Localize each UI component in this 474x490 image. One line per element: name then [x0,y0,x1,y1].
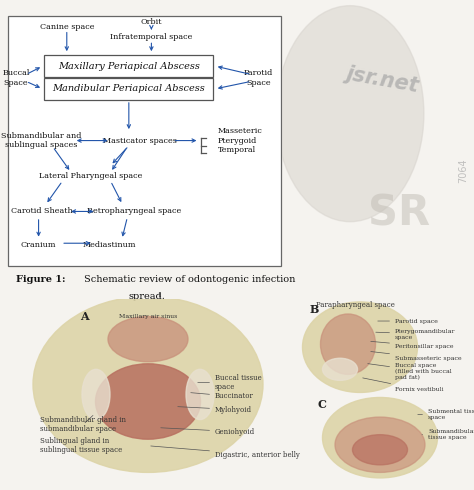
Ellipse shape [82,369,110,419]
Ellipse shape [335,417,425,472]
Text: Pterygomandibular
space: Pterygomandibular space [376,329,456,340]
Text: Infratemporal space: Infratemporal space [110,33,192,41]
Text: Geniohyoid: Geniohyoid [161,428,255,436]
Text: 1: 1 [157,293,161,298]
Text: Fornix vestibuli: Fornix vestibuli [363,378,444,392]
Text: Peritonsillar space: Peritonsillar space [371,342,454,349]
Text: Mediastinum: Mediastinum [82,241,136,249]
Ellipse shape [353,435,408,465]
Ellipse shape [95,364,201,439]
Text: Buccal tissue
space: Buccal tissue space [198,374,262,391]
Text: Lateral Pharyngeal space: Lateral Pharyngeal space [39,172,143,180]
Text: Masticator spaces: Masticator spaces [103,137,177,145]
Text: Submandibular gland in
submandibular space: Submandibular gland in submandibular spa… [40,416,126,433]
Text: Buccal
Space: Buccal Space [2,69,30,87]
Text: 7064: 7064 [458,158,468,183]
Text: SR: SR [367,192,430,234]
Ellipse shape [108,317,188,362]
Text: Submental tissue
space: Submental tissue space [418,409,474,420]
Text: Buccal space
(filled with buccal
pad fat): Buccal space (filled with buccal pad fat… [368,363,452,380]
Text: Digastric, anterior belly: Digastric, anterior belly [151,446,300,459]
Text: C: C [318,399,327,411]
Text: Mylohyoid: Mylohyoid [178,406,252,414]
Text: Parotid space: Parotid space [378,318,438,323]
Text: Submandibular and
sublingual spaces: Submandibular and sublingual spaces [1,132,82,149]
Text: Maxillary air sinus: Maxillary air sinus [119,314,177,319]
FancyBboxPatch shape [44,55,213,77]
Ellipse shape [302,302,418,392]
Text: Cranium: Cranium [21,241,56,249]
Ellipse shape [320,314,375,374]
Text: Parotid
Space: Parotid Space [244,69,273,87]
Text: Figure 1:: Figure 1: [16,274,65,284]
Text: Schematic review of odontogenic infection: Schematic review of odontogenic infectio… [84,274,296,284]
Text: jsr.net: jsr.net [345,63,421,96]
Text: A: A [80,311,89,322]
Text: Parapharyngeal space: Parapharyngeal space [316,301,394,309]
Text: Canine space: Canine space [39,23,94,30]
Text: Sublingual gland in
sublingual tissue space: Sublingual gland in sublingual tissue sp… [40,433,122,454]
FancyBboxPatch shape [44,78,213,100]
Ellipse shape [33,296,263,472]
Text: spread.: spread. [128,292,165,301]
Text: Submasseteric space: Submasseteric space [371,351,462,361]
Ellipse shape [186,369,214,419]
Ellipse shape [322,358,357,380]
Text: Masseteric
Pterygoid
Temporal: Masseteric Pterygoid Temporal [218,127,263,154]
Ellipse shape [322,397,438,478]
Text: Orbit: Orbit [141,18,162,26]
Text: Buccinator: Buccinator [191,392,254,400]
Text: Maxillary Periapical Abscess: Maxillary Periapical Abscess [58,62,200,71]
Text: Carotid Sheath: Carotid Sheath [10,207,72,216]
Text: B: B [310,304,319,315]
Text: Retropharyngeal space: Retropharyngeal space [87,207,182,216]
FancyBboxPatch shape [8,16,281,267]
Circle shape [276,6,424,221]
Text: Submandibular
tissue space: Submandibular tissue space [422,429,474,440]
Text: Mandibular Periapical Abscess: Mandibular Periapical Abscess [53,84,205,94]
